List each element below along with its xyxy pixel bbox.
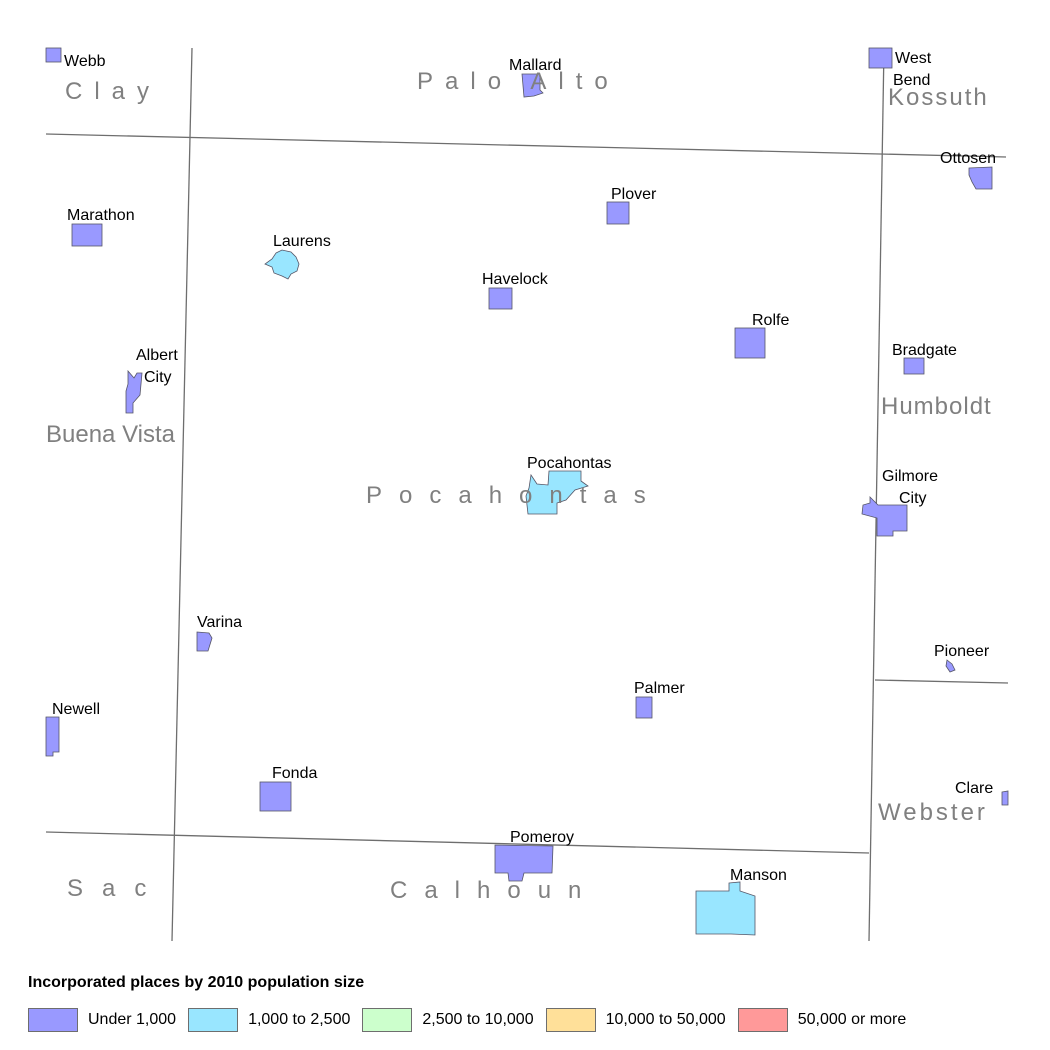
- place-clare[interactable]: [1001, 790, 1009, 806]
- county-label-clay: Clay: [65, 78, 161, 105]
- county-label-palo-alto: Palo Alto: [417, 68, 620, 95]
- boundary-humboldt-webster: [874, 679, 1009, 684]
- legend-label-1000-to-2500: 1,000 to 2,500: [248, 1011, 351, 1028]
- boundary-east: [868, 47, 885, 942]
- place-label-havelock: Havelock: [482, 271, 549, 288]
- county-label-calhoun: Calhoun: [390, 877, 598, 904]
- place-label-laurens: Laurens: [273, 233, 331, 250]
- place-newell[interactable]: [45, 716, 60, 757]
- legend-item-under-1000: Under 1,000: [28, 1008, 176, 1032]
- place-ottosen[interactable]: [968, 166, 993, 190]
- place-label-newell: Newell: [52, 701, 100, 718]
- legend-label-under-1000: Under 1,000: [88, 1011, 177, 1028]
- county-label-sac: Sac: [67, 875, 165, 902]
- place-labels: Webb Mallard West Bend Ottosen Marathon L…: [52, 50, 996, 884]
- county-boundaries: [45, 47, 1009, 942]
- county-label-kossuth: Kossuth: [888, 84, 989, 111]
- legend-item-1000-to-2500: 1,000 to 2,500: [188, 1008, 350, 1032]
- boundary-north: [45, 133, 1007, 158]
- place-manson[interactable]: [695, 881, 756, 936]
- place-mallard[interactable]: [521, 73, 544, 98]
- place-pomeroy[interactable]: [494, 844, 554, 882]
- place-west-bend[interactable]: [868, 47, 893, 69]
- place-label-marathon: Marathon: [67, 207, 135, 224]
- legend-item-50000-plus: 50,000 or more: [737, 1008, 907, 1032]
- place-webb[interactable]: [45, 47, 62, 63]
- place-label-albert-city: Albert City: [136, 347, 178, 386]
- place-label-pomeroy: Pomeroy: [510, 829, 574, 846]
- place-bradgate[interactable]: [903, 357, 925, 375]
- legend-label-50000-plus: 50,000 or more: [797, 1011, 907, 1028]
- legend-title: Incorporated places by 2010 population s…: [28, 974, 365, 991]
- place-pocahontas[interactable]: [525, 470, 589, 515]
- place-label-gilmore-city: Gilmore City: [882, 468, 938, 507]
- boundary-west: [171, 47, 193, 942]
- place-label-mallard: Mallard: [509, 57, 561, 74]
- county-label-buena-vista: Buena Vista: [46, 421, 176, 448]
- legend-label-10000-to-50000: 10,000 to 50,000: [605, 1011, 726, 1028]
- legend-swatch-under-1000: [28, 1008, 78, 1032]
- place-label-west-bend: West Bend: [893, 50, 932, 89]
- place-label-fonda: Fonda: [272, 765, 317, 782]
- place-varina[interactable]: [196, 631, 213, 652]
- legend-swatch-1000-to-2500: [188, 1008, 239, 1032]
- place-label-ottosen: Ottosen: [940, 150, 996, 167]
- incorporated-places: [45, 47, 1009, 936]
- place-label-pioneer: Pioneer: [934, 643, 990, 660]
- place-palmer[interactable]: [635, 696, 653, 719]
- legend: Incorporated places by 2010 population s…: [28, 974, 1028, 1032]
- place-label-rolfe: Rolfe: [752, 312, 789, 329]
- boundary-south: [45, 831, 870, 854]
- legend-swatch-50000-plus: [737, 1008, 788, 1032]
- place-label-plover: Plover: [611, 186, 657, 203]
- legend-item-10000-to-50000: 10,000 to 50,000: [545, 1008, 726, 1032]
- place-label-pocahontas: Pocahontas: [527, 455, 612, 472]
- legend-items: Under 1,000 1,000 to 2,500 2,500 to 10,0…: [28, 1008, 1028, 1032]
- place-label-webb: Webb: [64, 53, 106, 70]
- legend-label-2500-to-10000: 2,500 to 10,000: [422, 1011, 534, 1028]
- place-albert-city[interactable]: [125, 369, 143, 414]
- county-label-humboldt: Humboldt: [881, 393, 992, 420]
- county-label-pocahontas: Pocahontas: [366, 482, 663, 509]
- county-labels: Clay Palo Alto Kossuth Buena Vista Pocah…: [46, 68, 992, 904]
- place-pioneer[interactable]: [945, 659, 956, 673]
- place-plover[interactable]: [606, 201, 630, 225]
- county-map: Clay Palo Alto Kossuth Buena Vista Pocah…: [45, 47, 1009, 942]
- place-havelock[interactable]: [488, 287, 513, 310]
- place-gilmore-city[interactable]: [861, 496, 908, 537]
- place-label-bradgate: Bradgate: [892, 342, 957, 359]
- legend-item-2500-to-10000: 2,500 to 10,000: [362, 1008, 534, 1032]
- place-laurens[interactable]: [264, 249, 300, 280]
- county-label-webster: Webster: [878, 799, 988, 826]
- place-label-varina: Varina: [197, 614, 242, 631]
- legend-swatch-2500-to-10000: [362, 1008, 413, 1032]
- place-label-clare: Clare: [955, 780, 993, 797]
- legend-swatch-10000-to-50000: [545, 1008, 596, 1032]
- place-label-palmer: Palmer: [634, 680, 685, 697]
- place-marathon[interactable]: [71, 223, 103, 247]
- place-label-manson: Manson: [730, 867, 787, 884]
- place-fonda[interactable]: [259, 781, 292, 812]
- place-rolfe[interactable]: [734, 327, 766, 359]
